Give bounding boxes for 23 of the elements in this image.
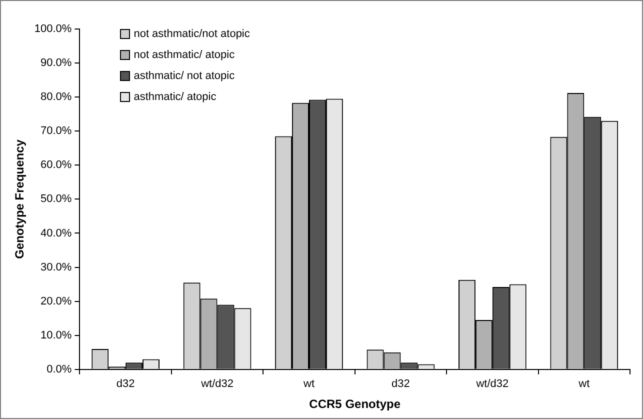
x-tick-label: wt/d32 xyxy=(475,378,509,390)
y-tick-label: 50.0% xyxy=(40,193,72,206)
x-tick-label: d32 xyxy=(116,378,135,390)
x-tick-label: wt/d32 xyxy=(200,378,234,390)
y-tick-label: 60.0% xyxy=(40,159,72,172)
legend-label: not asthmatic/ atopic xyxy=(134,48,235,60)
y-tick-label: 70.0% xyxy=(40,125,72,138)
y-tick-label: 0.0% xyxy=(46,363,72,376)
y-tick-label: 30.0% xyxy=(40,261,72,274)
legend-label: asthmatic/ atopic xyxy=(134,90,216,102)
y-tick-label: 90.0% xyxy=(40,57,72,70)
y-tick-label: 10.0% xyxy=(40,329,72,342)
y-tick-label: 20.0% xyxy=(40,295,72,308)
y-axis-title: Genotype Frequency xyxy=(12,139,27,259)
x-tick-label: wt xyxy=(578,378,590,390)
x-tick-label: wt xyxy=(302,378,314,390)
legend-label: not asthmatic/not atopic xyxy=(134,28,250,40)
y-tick-label: 40.0% xyxy=(40,227,72,240)
y-tick-label: 80.0% xyxy=(40,91,72,104)
y-tick-label: 100.0% xyxy=(34,23,72,36)
x-tick-label: d32 xyxy=(392,378,410,390)
legend-label: asthmatic/ not atopic xyxy=(134,70,235,82)
x-axis-title: CCR5 Genotype xyxy=(309,397,401,412)
